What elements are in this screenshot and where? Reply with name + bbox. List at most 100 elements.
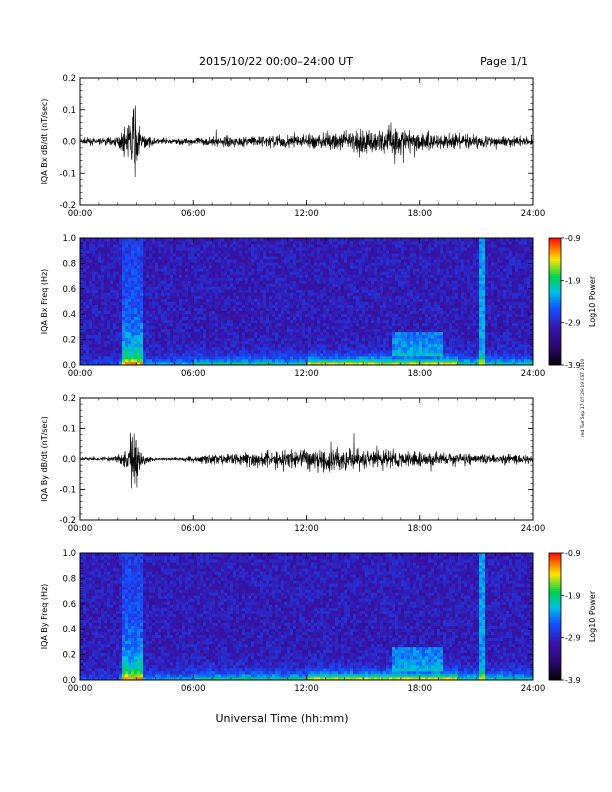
spectrogram-cell bbox=[209, 331, 213, 336]
spectrogram-cell bbox=[326, 265, 330, 269]
spectrogram-cell bbox=[242, 343, 246, 348]
spectrogram-cell bbox=[287, 331, 291, 336]
spectrogram-cell bbox=[164, 280, 168, 284]
spectrogram-cell bbox=[119, 328, 123, 333]
spectrogram-cell bbox=[299, 325, 303, 330]
spectrogram-cell bbox=[299, 307, 303, 311]
spectrogram-cell bbox=[182, 346, 186, 351]
spectrogram-cell bbox=[182, 259, 186, 263]
spectrogram-cell bbox=[383, 253, 387, 257]
spectrogram-cell bbox=[134, 343, 138, 348]
spectrogram-cell bbox=[284, 304, 288, 308]
spectrogram-cell bbox=[401, 292, 405, 296]
spectrogram-cell bbox=[122, 340, 126, 345]
spectrogram-cell bbox=[386, 298, 390, 302]
spectrogram-cell bbox=[224, 304, 228, 308]
spectrogram-cell bbox=[260, 277, 264, 281]
spectrogram-cell bbox=[113, 337, 117, 342]
spectrogram-cell bbox=[101, 262, 105, 266]
spectrogram-cell bbox=[263, 304, 267, 308]
spectrogram-cell bbox=[203, 259, 207, 263]
spectrogram-cell bbox=[359, 331, 363, 336]
spectrogram-cell bbox=[206, 259, 210, 263]
spectrogram-cell bbox=[275, 313, 279, 318]
spectrogram-cell bbox=[371, 322, 375, 327]
spectrogram-cell bbox=[224, 325, 228, 330]
spectrogram-cell bbox=[416, 280, 420, 284]
spectrogram-cell bbox=[248, 295, 252, 299]
spectrogram-cell bbox=[341, 328, 345, 333]
spectrogram-cell bbox=[308, 256, 312, 260]
spectrogram-cell bbox=[371, 313, 375, 318]
spectrogram-cell bbox=[242, 304, 246, 308]
spectrogram-cell bbox=[368, 241, 372, 245]
spectrogram-cell bbox=[197, 337, 201, 342]
spectrogram-cell bbox=[350, 289, 354, 293]
spectrogram-cell bbox=[266, 271, 270, 275]
spectrogram-cell bbox=[176, 262, 180, 266]
spectrogram-cell bbox=[353, 319, 357, 324]
spectrogram-cell bbox=[200, 241, 204, 245]
spectrogram-cell bbox=[224, 265, 228, 269]
spectrogram-cell bbox=[212, 310, 216, 314]
spectrogram-cell bbox=[398, 295, 402, 299]
spectrogram-cell bbox=[170, 307, 174, 311]
spectrogram-cell bbox=[107, 337, 111, 342]
spectrogram-cell bbox=[266, 346, 270, 351]
spectrogram-cell bbox=[305, 322, 309, 327]
spectrogram-cell bbox=[335, 310, 339, 314]
spectrogram-cell bbox=[338, 310, 342, 314]
spectrogram-cell bbox=[398, 337, 402, 342]
spectrogram-cell bbox=[182, 361, 186, 366]
spectrogram-cell bbox=[425, 304, 429, 308]
spectrogram-cell bbox=[119, 271, 123, 275]
spectrogram-cell bbox=[242, 277, 246, 281]
spectrogram-cell bbox=[218, 250, 222, 254]
spectrogram-cell bbox=[218, 316, 222, 321]
spectrogram-cell bbox=[386, 289, 390, 293]
spectrogram-cell bbox=[404, 247, 408, 251]
spectrogram-cell bbox=[365, 355, 369, 360]
spectrogram-cell bbox=[209, 271, 213, 275]
spectrogram-cell bbox=[374, 274, 378, 278]
spectrogram-cell bbox=[149, 301, 153, 305]
spectrogram-cell bbox=[263, 253, 267, 257]
spectrogram-cell bbox=[257, 313, 261, 318]
spectrogram-cell bbox=[179, 277, 183, 281]
spectrogram-cell bbox=[305, 343, 309, 348]
spectrogram-cell bbox=[410, 256, 414, 260]
spectrogram-cell bbox=[341, 334, 345, 339]
spectrogram-cell bbox=[191, 280, 195, 284]
spectrogram-cell bbox=[188, 316, 192, 321]
spectrogram-cell bbox=[122, 238, 126, 242]
spectrogram-cell bbox=[341, 250, 345, 254]
spectrogram-cell bbox=[290, 346, 294, 351]
spectrogram-cell bbox=[101, 253, 105, 257]
spectrogram-cell bbox=[350, 355, 354, 360]
spectrogram-cell bbox=[266, 319, 270, 324]
spectrogram-cell bbox=[107, 331, 111, 336]
spectrogram-cell bbox=[317, 328, 321, 333]
spectrogram-cell bbox=[284, 301, 288, 305]
spectrogram-cell bbox=[359, 334, 363, 339]
spectrogram-cell bbox=[269, 343, 273, 348]
spectrogram-cell bbox=[221, 307, 225, 311]
spectrogram-cell bbox=[278, 346, 282, 351]
spectrogram-cell bbox=[305, 328, 309, 333]
spectrogram-cell bbox=[368, 313, 372, 318]
spectrogram-cell bbox=[386, 358, 390, 363]
spectrogram-cell bbox=[161, 358, 165, 363]
spectrogram-cell bbox=[167, 343, 171, 348]
spectrogram-cell bbox=[422, 271, 426, 275]
spectrogram-cell bbox=[170, 244, 174, 248]
spectrogram-cell bbox=[164, 286, 168, 290]
spectrogram-cell bbox=[161, 319, 165, 324]
spectrogram-cell bbox=[236, 319, 240, 324]
spectrogram-cell bbox=[227, 289, 231, 293]
spectrogram-cell bbox=[398, 244, 402, 248]
spectrogram-cell bbox=[290, 352, 294, 357]
spectrogram-cell bbox=[413, 292, 417, 296]
spectrogram-cell bbox=[212, 283, 216, 287]
spectrogram-cell bbox=[215, 322, 219, 327]
spectrogram-cell bbox=[413, 325, 417, 330]
